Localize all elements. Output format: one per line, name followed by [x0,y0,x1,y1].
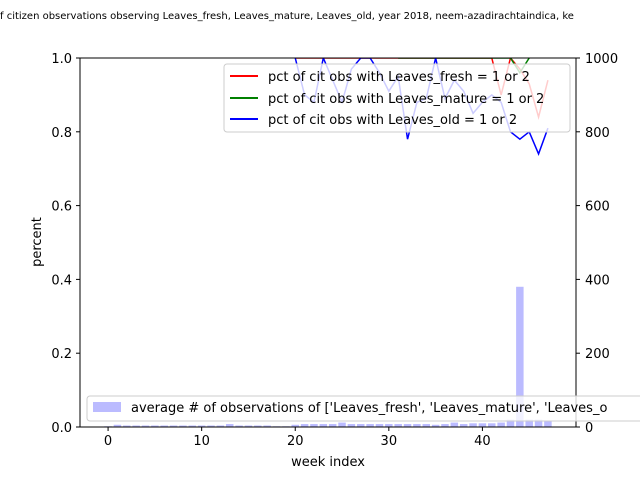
legend-top: pct of cit obs with Leaves_fresh = 1 or … [223,63,571,133]
bar-week-47 [544,421,552,427]
bar-week-5 [151,425,159,427]
bar-week-45 [525,419,533,427]
y2-tick-label: 600 [585,200,610,215]
bar-week-40 [478,423,487,427]
y-axis-label: percent [30,217,45,267]
bar-week-17 [263,425,271,427]
bar-week-15 [244,425,253,427]
bar-week-16 [254,425,262,427]
y-tick-label: 0.8 [51,126,72,141]
legend-label-mature: pct of cit obs with Leaves_mature = 1 or… [268,92,544,107]
legend-label-bars: average # of observations of ['Leaves_fr… [131,401,607,416]
y2-tick-label: 200 [585,347,610,362]
bar-week-6 [160,425,168,427]
bar-week-13 [225,424,234,427]
plot-frame [79,57,577,428]
legend-top-box [223,63,571,133]
bar-week-25 [338,422,346,427]
axes-layer: 0 10 20 30 40 0.0 0.2 0.4 0.6 0.8 1.0 0 200 400 600 800… [51,52,618,449]
bar-week-20 [291,424,299,427]
bar-week-43 [506,419,515,427]
bar-week-36 [441,424,449,427]
bar-week-44 [516,286,524,427]
legend-bottom-box [86,395,640,422]
bar-week-39 [469,423,477,427]
y-tick-label: 1.0 [51,52,72,67]
bar-week-8 [179,425,187,427]
legend-label-fresh: pct of cit obs with Leaves_fresh = 1 or … [268,70,530,85]
bar-week-29 [375,424,384,427]
legend-swatch-bars [93,402,121,412]
y2-tick-label: 1000 [585,52,618,67]
legend-bottom: average # of observations of ['Leaves_fr… [86,395,640,422]
bar-week-27 [357,424,365,427]
bar-week-2 [123,425,131,427]
x-tick-label: 10 [193,434,210,449]
bar-week-46 [534,419,543,427]
bar-week-3 [132,425,140,427]
bar-week-34 [422,424,431,427]
bar-week-22 [310,424,318,427]
bar-week-31 [394,424,402,427]
bar-week-37 [450,422,459,427]
bar-week-35 [431,424,440,427]
chart-title: f citizen observations observing Leaves_… [0,11,574,22]
bar-week-24 [328,424,337,427]
bar-week-9 [188,425,197,427]
bar-week-26 [347,424,356,427]
bar-week-32 [403,424,412,427]
bar-week-12 [216,425,225,427]
y-tick-label: 0.6 [51,200,72,215]
y2-tick-label: 0 [585,421,593,436]
bar-week-23 [319,424,328,427]
x-tick-label: 30 [381,434,398,449]
bar-week-10 [197,425,206,427]
x-tick-label: 40 [474,434,491,449]
bar-week-28 [366,424,374,427]
bars-layer [104,286,552,427]
bar-week-42 [497,422,505,427]
x-tick-label: 0 [104,434,112,449]
bar-week-30 [385,424,393,427]
bar-week-7 [169,425,178,427]
y-tick-label: 0.2 [51,347,72,362]
bar-week-1 [113,424,122,427]
y-tick-label: 0.0 [51,421,72,436]
y2-tick-label: 800 [585,126,610,141]
bar-week-14 [235,425,243,427]
y2-tick-label: 400 [585,273,610,288]
x-axis-label: week index [291,455,365,470]
y-tick-label: 0.4 [51,273,72,288]
bar-week-33 [413,424,421,427]
bar-week-21 [300,424,309,427]
bar-week-38 [459,424,468,427]
bar-week-4 [141,425,150,427]
bar-week-41 [488,423,496,427]
x-tick-label: 20 [287,434,304,449]
bar-week-11 [207,425,215,427]
legend-label-old: pct of cit obs with Leaves_old = 1 or 2 [268,113,517,128]
